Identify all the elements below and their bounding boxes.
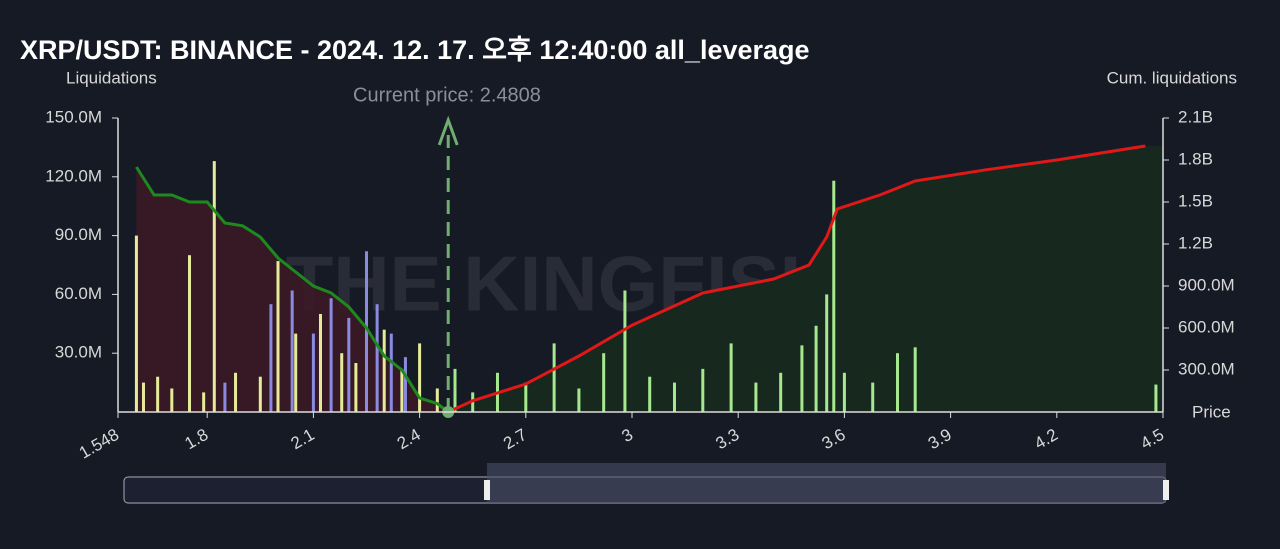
bar: [329, 298, 333, 412]
bar: [672, 382, 676, 412]
y-tick-label: 30.0M: [55, 343, 102, 362]
cum-line: [447, 144, 1146, 414]
bar: [170, 388, 174, 412]
bar: [701, 368, 705, 412]
bar: [400, 368, 404, 412]
y-tick-label: 90.0M: [55, 225, 102, 244]
bar: [212, 161, 216, 412]
bar: [269, 304, 273, 412]
annotation: Current price: 2.4808: [353, 84, 541, 106]
y2-tick-label: 600.0M: [1178, 317, 1235, 336]
bar: [382, 329, 386, 412]
bar: [418, 343, 422, 412]
bar: [524, 382, 528, 412]
y2-tick-label: 900.0M: [1178, 275, 1235, 294]
y-tick-label: 120.0M: [45, 166, 102, 185]
bar: [202, 392, 206, 412]
bar: [453, 368, 457, 412]
y2-tick-label: 2.1B: [1178, 107, 1213, 126]
range-handle[interactable]: [1163, 480, 1169, 500]
bar: [800, 345, 804, 412]
cum-line: [135, 166, 450, 414]
range-handle[interactable]: [484, 480, 490, 500]
bar: [403, 357, 407, 412]
bar: [832, 180, 836, 412]
bar: [375, 304, 379, 412]
bar: [648, 376, 652, 412]
bar: [602, 353, 606, 412]
bar: [234, 372, 238, 412]
bar: [552, 343, 556, 412]
bar: [1154, 384, 1158, 412]
bar: [896, 353, 900, 412]
bar: [134, 235, 138, 412]
bar: [311, 333, 315, 412]
y-tick-label: 150.0M: [45, 107, 102, 126]
bar: [871, 382, 875, 412]
y-tick-label: 60.0M: [55, 284, 102, 303]
bar: [365, 251, 369, 412]
chart-title: XRP/USDT: BINANCE - 2024. 12. 17. 오후 12:…: [20, 35, 810, 65]
bar: [258, 376, 262, 412]
y2-tick-label: 1.5B: [1178, 191, 1213, 210]
y2-axis-title: Cum. liquidations: [1107, 68, 1237, 87]
bar: [814, 325, 818, 412]
bar: [754, 382, 758, 412]
cum-area: [448, 146, 1163, 412]
bar: [223, 382, 227, 412]
bar: [290, 290, 294, 412]
bar: [623, 290, 627, 412]
arrow-head: [437, 115, 459, 146]
bar: [825, 294, 829, 412]
bar: [779, 372, 783, 412]
bar: [913, 347, 917, 412]
bar: [577, 388, 581, 412]
y2-tick-label: 1.2B: [1178, 233, 1213, 252]
y2-tick-label: 1.8B: [1178, 149, 1213, 168]
x-axis-title: Price: [1192, 402, 1231, 421]
bar: [842, 372, 846, 412]
bar: [294, 333, 298, 412]
bar: [318, 314, 322, 412]
y-axis-title: Liquidations: [66, 68, 157, 87]
plot: 1.548 1.8 2.1 2.4 2.7 3 3.3 3.6 3.9 4.2 4.530.0M60…: [45, 107, 1234, 462]
bar: [435, 388, 439, 412]
range-window[interactable]: [487, 463, 1166, 503]
bar: [188, 255, 192, 412]
bar: [347, 317, 351, 412]
bar: [141, 382, 145, 412]
bar: [389, 333, 393, 412]
bar: [156, 376, 160, 412]
bar: [729, 343, 733, 412]
bar: [340, 353, 344, 412]
bar: [276, 261, 280, 412]
y2-tick-label: 300.0M: [1178, 359, 1235, 378]
bar: [354, 363, 358, 412]
